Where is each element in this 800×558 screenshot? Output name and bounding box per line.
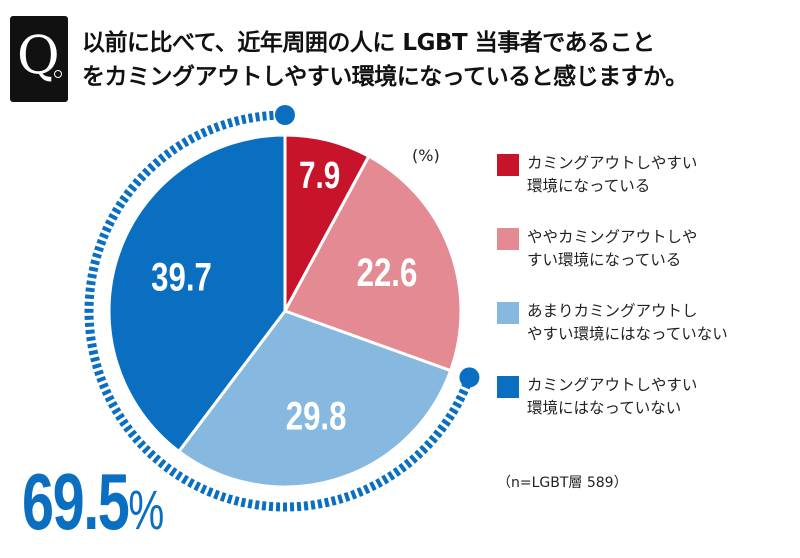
pie-slice: [107, 133, 287, 454]
question-title: 以前に比べて、近年周囲の人に LGBT 当事者であること をカミングアウトしやす…: [82, 26, 688, 94]
highlight-dotted-arc: [84, 110, 474, 512]
pie-slice: [282, 154, 463, 373]
title-line-2: をカミングアウトしやすい環境になっていると感じますか。: [82, 64, 688, 90]
legend-swatch: [497, 154, 519, 176]
question-badge: Q: [10, 16, 68, 102]
legend-swatch: [497, 302, 519, 324]
highlight-total: 69.5%: [22, 457, 164, 546]
title-line-1: 以前に比べて、近年周囲の人に LGBT 当事者であること: [82, 30, 655, 56]
slice-value-label: 22.6: [357, 250, 418, 295]
slice-value-label: 29.8: [286, 394, 347, 439]
legend-swatch: [497, 228, 519, 250]
unit-label: (%): [412, 146, 440, 165]
slice-value-label: 7.9: [299, 154, 340, 196]
legend-swatch: [497, 376, 519, 398]
sample-size-note: （n=LGBT層 589）: [497, 475, 628, 491]
slice-value-label: 39.7: [151, 255, 212, 300]
arc-end-dot: [274, 105, 295, 125]
arc-end-dot: [459, 367, 480, 388]
pie-slice: [176, 309, 453, 489]
